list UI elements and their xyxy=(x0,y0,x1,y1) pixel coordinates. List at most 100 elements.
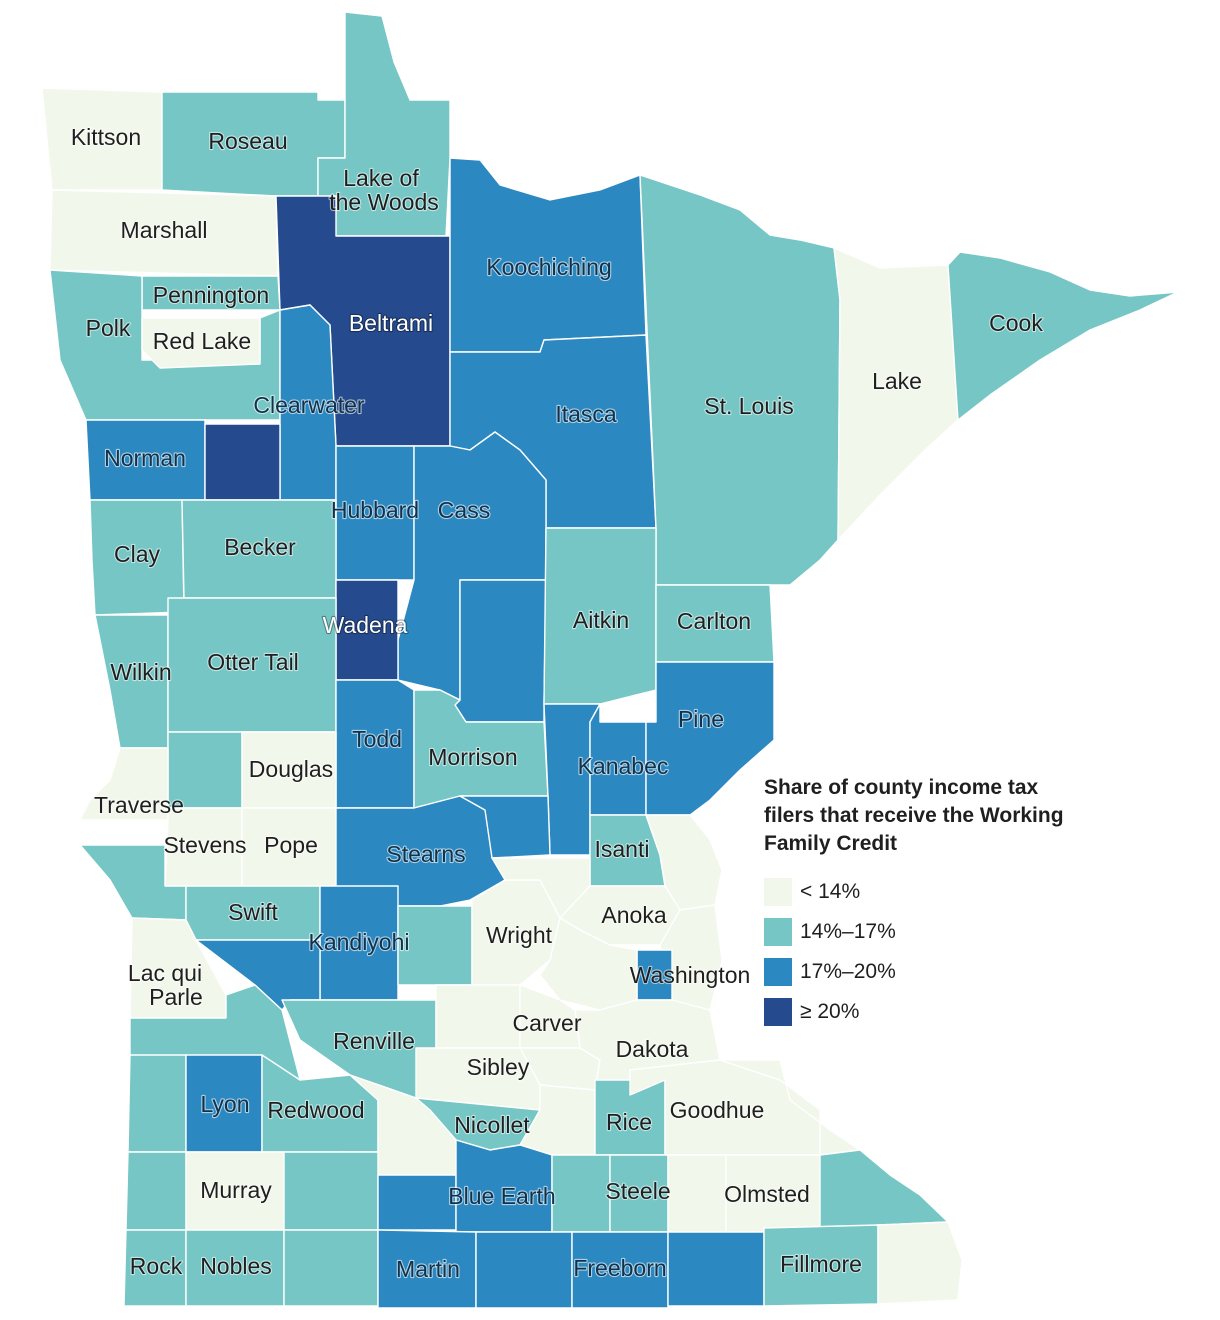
county-cook[interactable] xyxy=(947,251,1179,421)
label-anoka: Anoka xyxy=(601,902,666,928)
county-pipestone[interactable] xyxy=(125,1151,187,1231)
label-norman: Norman xyxy=(104,445,186,471)
label-lyon: Lyon xyxy=(200,1091,249,1117)
label-lake-of-the-woods-line1: Lake of xyxy=(343,165,419,191)
label-stevens: Stevens xyxy=(163,832,246,858)
legend-title: Share of county income tax filers that r… xyxy=(764,776,1064,855)
county-winona[interactable] xyxy=(819,1149,949,1233)
legend-item: < 14% xyxy=(764,872,1094,912)
label-nicollet: Nicollet xyxy=(454,1112,530,1138)
county-mcleod[interactable] xyxy=(435,984,521,1049)
label-sibley: Sibley xyxy=(467,1054,530,1080)
legend-label: < 14% xyxy=(800,880,861,903)
label-washington: Washington xyxy=(630,962,751,988)
label-cass: Cass xyxy=(438,497,490,523)
label-rice: Rice xyxy=(606,1109,652,1135)
county-cottonwood[interactable] xyxy=(283,1151,379,1231)
map-legend: Share of county income tax filers that r… xyxy=(764,774,1094,1032)
label-freeborn: Freeborn xyxy=(573,1255,666,1281)
county-benton[interactable] xyxy=(459,795,551,859)
label-isanti: Isanti xyxy=(595,836,650,862)
label-pope: Pope xyxy=(264,832,318,858)
legend-swatch xyxy=(764,918,792,946)
label-renville: Renville xyxy=(333,1028,415,1054)
county-lake-of-the-woods[interactable] xyxy=(317,11,451,237)
county-lake[interactable] xyxy=(833,247,959,541)
label-st-louis: St. Louis xyxy=(704,393,794,419)
label-kittson: Kittson xyxy=(71,124,141,150)
label-beltrami: Beltrami xyxy=(349,310,433,336)
county-dodge[interactable] xyxy=(667,1154,727,1233)
label-lake-of-the-woods-line2: the Woods xyxy=(329,189,439,215)
legend-item: ≥ 20% xyxy=(764,992,1094,1032)
label-becker: Becker xyxy=(224,534,296,560)
label-dakota: Dakota xyxy=(616,1036,689,1062)
label-carver: Carver xyxy=(512,1010,581,1036)
label-carlton: Carlton xyxy=(677,608,751,634)
county-labels: Kittson Roseau Lake of the Woods Marshal… xyxy=(70,123,1045,1283)
county-mower[interactable] xyxy=(667,1231,765,1307)
label-todd: Todd xyxy=(352,726,402,752)
county-shapes xyxy=(41,11,1179,1309)
label-aitkin: Aitkin xyxy=(573,607,629,633)
county-freeborn[interactable] xyxy=(571,1231,669,1309)
county-clay[interactable] xyxy=(89,499,185,616)
label-wilkin: Wilkin xyxy=(110,659,171,685)
label-roseau: Roseau xyxy=(208,128,287,154)
label-swift: Swift xyxy=(228,899,278,925)
label-clay: Clay xyxy=(114,541,161,567)
legend-swatch xyxy=(764,958,792,986)
label-pine: Pine xyxy=(678,706,724,732)
label-rock: Rock xyxy=(130,1253,183,1279)
county-houston[interactable] xyxy=(877,1221,963,1305)
label-hubbard: Hubbard xyxy=(331,497,419,523)
county-waseca[interactable] xyxy=(551,1154,611,1233)
label-lac-qui-parle-line1: Lac qui xyxy=(128,960,202,986)
label-koochiching: Koochiching xyxy=(486,254,611,280)
label-wright: Wright xyxy=(486,922,553,948)
label-steele: Steele xyxy=(605,1178,670,1204)
label-marshall: Marshall xyxy=(121,217,208,243)
label-blue-earth: Blue Earth xyxy=(448,1183,555,1209)
legend-label: 17%–20% xyxy=(800,960,896,983)
label-traverse: Traverse xyxy=(94,792,184,818)
county-aitkin[interactable] xyxy=(543,527,657,705)
label-cook: Cook xyxy=(989,310,1043,336)
label-lake: Lake xyxy=(872,368,922,394)
county-jackson[interactable] xyxy=(283,1229,379,1307)
county-crow-wing[interactable] xyxy=(454,579,547,723)
county-lincoln[interactable] xyxy=(127,1054,187,1153)
label-kanabec: Kanabec xyxy=(578,753,669,779)
county-mahnomen[interactable] xyxy=(204,423,281,501)
label-pennington: Pennington xyxy=(153,282,269,308)
county-traverse[interactable] xyxy=(79,747,169,821)
label-murray: Murray xyxy=(200,1177,272,1203)
label-itasca: Itasca xyxy=(555,401,617,427)
legend-swatch xyxy=(764,998,792,1026)
label-olmsted: Olmsted xyxy=(724,1181,810,1207)
county-st-louis[interactable] xyxy=(639,174,841,586)
label-goodhue: Goodhue xyxy=(670,1097,765,1123)
label-morrison: Morrison xyxy=(428,744,517,770)
label-kandiyohi: Kandiyohi xyxy=(308,929,409,955)
county-watonwan[interactable] xyxy=(377,1174,457,1231)
label-martin: Martin xyxy=(396,1256,460,1282)
county-faribault[interactable] xyxy=(475,1231,573,1309)
legend-item: 14%–17% xyxy=(764,912,1094,952)
legend-item: 17%–20% xyxy=(764,952,1094,992)
label-lac-qui-parle-line2: Parle xyxy=(149,984,203,1010)
label-stearns: Stearns xyxy=(386,841,465,867)
label-otter-tail: Otter Tail xyxy=(207,649,299,675)
county-red-lake[interactable] xyxy=(141,317,261,369)
county-pine[interactable] xyxy=(645,661,775,816)
label-douglas: Douglas xyxy=(249,756,333,782)
county-kittson[interactable] xyxy=(41,87,163,191)
label-nobles: Nobles xyxy=(200,1253,272,1279)
label-fillmore: Fillmore xyxy=(780,1251,862,1277)
label-redwood: Redwood xyxy=(267,1097,364,1123)
legend-swatch xyxy=(764,878,792,906)
label-polk: Polk xyxy=(86,315,131,341)
label-clearwater: Clearwater xyxy=(253,392,365,418)
label-wadena: Wadena xyxy=(323,612,408,638)
